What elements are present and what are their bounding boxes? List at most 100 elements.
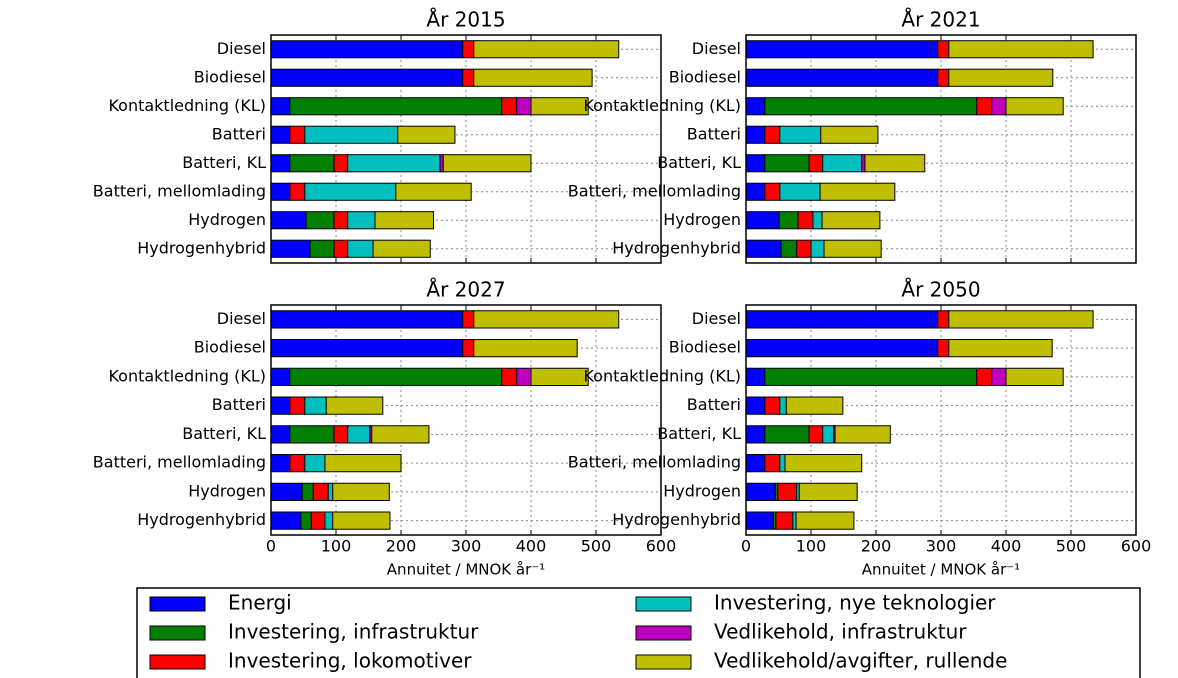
plot-frame	[745, 34, 1137, 264]
bar-segment	[991, 367, 1007, 386]
x-tick-label: 300	[926, 537, 957, 556]
bar-segment	[270, 396, 291, 415]
bar-segment	[270, 367, 291, 386]
bar-segment	[333, 211, 349, 230]
bar-segment	[764, 97, 978, 116]
bar-segment	[834, 425, 891, 444]
legend-label: Vedlikehold/avgifter, rullende	[714, 649, 1007, 673]
y-tick-label: Diesel	[217, 39, 266, 58]
y-tick-label: Batteri	[687, 124, 741, 143]
legend-swatch	[149, 654, 206, 670]
bar-segment	[745, 40, 939, 59]
bar-segment	[324, 511, 334, 530]
y-tick-label: Batteri, mellomlading	[568, 453, 741, 472]
y-tick-label: Hydrogenhybrid	[137, 510, 266, 529]
x-tick-label: 400	[991, 537, 1022, 556]
legend-swatch	[149, 596, 206, 612]
y-tick-label: Batteri, KL	[182, 424, 266, 443]
bar-segment	[778, 211, 799, 230]
bar-segment	[473, 40, 620, 59]
bar-segment	[745, 68, 939, 87]
y-tick-label: Diesel	[692, 39, 741, 58]
bar-segment	[745, 339, 939, 358]
bar-segment	[304, 454, 326, 473]
x-tick-label: 400	[516, 537, 547, 556]
bar-segment	[374, 211, 434, 230]
bar-segment	[745, 310, 939, 329]
y-tick-label: Hydrogen	[663, 210, 741, 229]
bar-segment	[745, 239, 782, 258]
bar-segment	[462, 40, 475, 59]
y-tick-label: Kontaktledning (KL)	[108, 366, 266, 385]
bar-segment	[745, 211, 780, 230]
bar-segment	[270, 182, 291, 201]
bar-segment	[332, 482, 390, 501]
bar-segment	[798, 482, 858, 501]
bar-segment	[1005, 367, 1064, 386]
bar-segment	[270, 211, 307, 230]
bar-segment	[270, 68, 464, 87]
legend-label: Energi	[228, 591, 292, 615]
y-tick-label: Diesel	[217, 309, 266, 328]
y-tick-label: Hydrogen	[663, 481, 741, 500]
bar-segment	[795, 511, 855, 530]
y-tick-label: Hydrogenhybrid	[137, 238, 266, 257]
bar-segment	[784, 454, 863, 473]
bar-segment	[289, 454, 306, 473]
bar-segment	[745, 511, 774, 530]
bar-segment	[347, 154, 441, 173]
bar-segment	[333, 154, 349, 173]
x-tick-label: 100	[321, 537, 352, 556]
legend-label: Investering, nye teknologier	[714, 591, 996, 615]
bar-segment	[530, 97, 589, 116]
chart-title: År 2015	[426, 8, 505, 32]
x-tick-label: 0	[266, 537, 276, 556]
bar-segment	[473, 339, 578, 358]
bar-segment	[764, 154, 810, 173]
bar-segment	[270, 482, 303, 501]
bar-segment	[764, 454, 781, 473]
bar-segment	[948, 68, 1054, 87]
y-tick-label: Batteri, KL	[657, 153, 741, 172]
bar-segment	[305, 211, 335, 230]
bar-segment	[864, 154, 926, 173]
bar-segment	[347, 211, 376, 230]
bar-segment	[347, 425, 371, 444]
bar-segment	[948, 40, 1094, 59]
bar-segment	[324, 454, 402, 473]
bar-segment	[808, 154, 824, 173]
y-tick-label: Kontaktledning (KL)	[583, 96, 741, 115]
y-tick-label: Hydrogen	[188, 481, 266, 500]
bar-segment	[764, 425, 810, 444]
bar-segment	[779, 454, 786, 473]
y-tick-label: Batteri	[212, 124, 266, 143]
y-tick-label: Batteri	[212, 395, 266, 414]
bar-segment	[976, 367, 993, 386]
bar-segment	[948, 339, 1053, 358]
y-tick-label: Batteri, mellomlading	[568, 181, 741, 200]
bar-segment	[371, 425, 430, 444]
chart-title: År 2050	[901, 278, 980, 302]
y-tick-label: Hydrogen	[188, 210, 266, 229]
legend-label: Vedlikehold, infrastruktur	[714, 620, 967, 644]
bar-segment	[473, 68, 593, 87]
bar-segment	[301, 482, 314, 501]
bar-segment	[289, 125, 306, 144]
bar-segment	[312, 482, 329, 501]
legend-swatch	[635, 654, 692, 670]
bar-segment	[270, 40, 464, 59]
bar-segment	[333, 425, 349, 444]
plot-frame	[270, 34, 662, 264]
bar-segment	[347, 239, 374, 258]
bar-segment	[775, 511, 794, 530]
bar-segment	[745, 182, 766, 201]
bar-segment	[372, 239, 431, 258]
bar-segment	[937, 339, 950, 358]
x-axis-label: Annuitet / MNOK år⁻¹	[862, 561, 1020, 579]
legend-swatch	[635, 596, 692, 612]
y-tick-label: Biodiesel	[194, 338, 266, 357]
y-tick-label: Biodiesel	[669, 67, 741, 86]
bar-segment	[270, 310, 464, 329]
bar-segment	[310, 511, 326, 530]
x-tick-label: 100	[796, 537, 827, 556]
